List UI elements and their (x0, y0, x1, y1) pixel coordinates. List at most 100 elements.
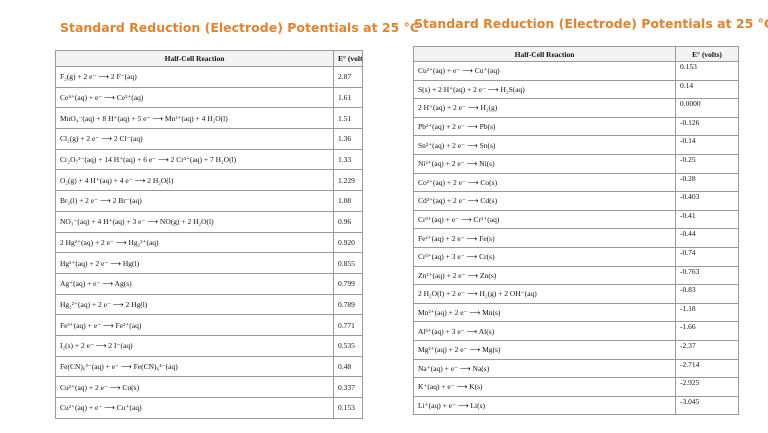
table-row: Ni²⁺(aq) + 2 e⁻ ⟶ Ni(s) -0.25 (413, 153, 739, 174)
potential-cell: 0.535 (333, 334, 363, 357)
reaction-cell: F₂(g) + 2 e⁻ ⟶ 2 F⁻(aq) (55, 66, 334, 88)
potential-cell: 0.920 (333, 231, 363, 254)
right-table: Half-Cell Reaction E° (volts) Cu²⁺(aq) + e… (413, 46, 739, 416)
potential-cell: -0.763 (675, 265, 739, 286)
table-row: Na⁺(aq) + e⁻ ⟶ Na(s) -2.714 (413, 358, 739, 379)
reaction-cell: Cd²⁺(aq) + 2 e⁻ ⟶ Cd(s) (413, 191, 676, 211)
table-row: Hg²⁺(aq) + 2 e⁻ ⟶ Hg(l) 0.855 (55, 252, 363, 274)
reaction-cell: Fe²⁺(aq) + 2 e⁻ ⟶ Fe(s) (413, 228, 676, 248)
table-row: O₂(g) + 4 H⁺(aq) + 4 e⁻ ⟶ 2 H₂O(l) 1.229 (55, 169, 363, 192)
table-row: Mn²⁺(aq) + 2 e⁻ ⟶ Mn(s) -1.18 (413, 302, 739, 323)
table-row: Cu²⁺(aq) + e⁻ ⟶ Cu⁺(aq) 0.153 (55, 397, 363, 419)
potential-cell: -0.28 (675, 172, 739, 193)
table-row: Cr³⁺(aq) + e⁻ ⟶ Cr²⁺(aq) -0.41 (413, 209, 739, 230)
reaction-cell: Al³⁺(aq) + 3 e⁻ ⟶ Al(s) (413, 321, 676, 341)
potential-cell: 0.48 (333, 355, 363, 378)
potential-cell: 0.96 (333, 210, 363, 233)
header-cell: E° (volts) (675, 46, 739, 62)
table-row: 2 Hg²⁺(aq) + 2 e⁻ ⟶ Hg₂²⁺(aq) 0.920 (55, 231, 363, 254)
potential-cell: 0.0000 (675, 98, 739, 118)
header-cell: E° (volts) (333, 50, 363, 67)
table-row: Br₂(l) + 2 e⁻ ⟶ 2 Br⁻(aq) 1.08 (55, 190, 363, 212)
reaction-cell: I₂(s) + 2 e⁻ ⟶ 2 I⁻(aq) (55, 334, 334, 357)
table-row: Cd²⁺(aq) + 2 e⁻ ⟶ Cd(s) -0.403 (413, 191, 739, 211)
table-row: Pb²⁺(aq) + 2 e⁻ ⟶ Pb(s) -0.126 (413, 116, 739, 137)
potential-cell: -2.925 (675, 377, 739, 397)
potential-cell: -0.44 (675, 228, 739, 248)
potential-cell: -0.25 (675, 153, 739, 174)
potential-cell: 2.87 (333, 66, 363, 88)
table-row: Fe²⁺(aq) + 2 e⁻ ⟶ Fe(s) -0.44 (413, 228, 739, 248)
reaction-cell: Cl₂(g) + 2 e⁻ ⟶ 2 Cl⁻(aq) (55, 128, 334, 150)
potential-cell: -0.126 (675, 116, 739, 137)
table-row: Fe³⁺(aq) + e⁻ ⟶ Fe²⁺(aq) 0.771 (55, 314, 363, 336)
table-row: Al³⁺(aq) + 3 e⁻ ⟶ Al(s) -1.66 (413, 321, 739, 341)
potential-cell: 0.855 (333, 252, 363, 274)
table-row: 2 H⁺(aq) + 2 e⁻ ⟶ H₂(g) 0.0000 (413, 98, 739, 118)
table-row: Co²⁺(aq) + 2 e⁻ ⟶ Co(s) -0.28 (413, 172, 739, 193)
table-row: Li⁺(aq) + e⁻ ⟶ Li(s) -3.045 (413, 395, 739, 416)
reaction-cell: Ce⁴⁺(aq) + e⁻ ⟶ Ce³⁺(aq) (55, 86, 334, 109)
potential-cell: 1.33 (333, 148, 363, 171)
table-row: Cr₂O₇²⁻(aq) + 14 H⁺(aq) + 6 e⁻ ⟶ 2 Cr³⁺(… (55, 148, 363, 171)
potential-cell: -0.41 (675, 209, 739, 230)
reaction-cell: Sn²⁺(aq) + 2 e⁻ ⟶ Sn(s) (413, 135, 676, 155)
reaction-cell: 2 Hg²⁺(aq) + 2 e⁻ ⟶ Hg₂²⁺(aq) (55, 231, 334, 254)
reaction-cell: 2 H₂O(l) + 2 e⁻ ⟶ H₂(g) + 2 OH⁻(aq) (413, 284, 676, 304)
table-row: 2 H₂O(l) + 2 e⁻ ⟶ H₂(g) + 2 OH⁻(aq) -0.83 (413, 284, 739, 304)
reaction-cell: Cu²⁺(aq) + 2 e⁻ ⟶ Cu(s) (55, 376, 334, 398)
potential-cell: 1.61 (333, 86, 363, 109)
table-row: Hg₂²⁺(aq) + 2 e⁻ ⟶ 2 Hg(l) 0.789 (55, 293, 363, 316)
table-row: Fe(CN)₆³⁻(aq) + e⁻ ⟶ Fe(CN)₆⁴⁻(aq) 0.48 (55, 355, 363, 378)
reaction-cell: Fe(CN)₆³⁻(aq) + e⁻ ⟶ Fe(CN)₆⁴⁻(aq) (55, 355, 334, 378)
reaction-cell: Li⁺(aq) + e⁻ ⟶ Li(s) (413, 395, 676, 416)
reaction-cell: Cu²⁺(aq) + e⁻ ⟶ Cu⁺(aq) (413, 61, 676, 81)
table-row: NO₃⁻(aq) + 4 H⁺(aq) + 3 e⁻ ⟶ NO(g) + 2 H… (55, 210, 363, 233)
reaction-cell: Ag⁺(aq) + e⁻ ⟶ Ag(s) (55, 272, 334, 295)
reaction-cell: Br₂(l) + 2 e⁻ ⟶ 2 Br⁻(aq) (55, 190, 334, 212)
table-row: I₂(s) + 2 e⁻ ⟶ 2 I⁻(aq) 0.535 (55, 334, 363, 357)
reaction-cell: S(s) + 2 H⁺(aq) + 2 e⁻ ⟶ H₂S(aq) (413, 79, 676, 100)
table-row: Ag⁺(aq) + e⁻ ⟶ Ag(s) 0.799 (55, 272, 363, 295)
reaction-cell: Na⁺(aq) + e⁻ ⟶ Na(s) (413, 358, 676, 379)
potential-cell: -1.66 (675, 321, 739, 341)
reaction-cell: NO₃⁻(aq) + 4 H⁺(aq) + 3 e⁻ ⟶ NO(g) + 2 H… (55, 210, 334, 233)
table-row: Cu²⁺(aq) + e⁻ ⟶ Cu⁺(aq) 0.153 (413, 61, 739, 81)
reaction-cell: O₂(g) + 4 H⁺(aq) + 4 e⁻ ⟶ 2 H₂O(l) (55, 169, 334, 192)
reaction-cell: K⁺(aq) + e⁻ ⟶ K(s) (413, 377, 676, 397)
table-row: Cl₂(g) + 2 e⁻ ⟶ 2 Cl⁻(aq) 1.36 (55, 128, 363, 150)
potential-cell: 1.51 (333, 107, 363, 130)
table-row: S(s) + 2 H⁺(aq) + 2 e⁻ ⟶ H₂S(aq) 0.14 (413, 79, 739, 100)
table-row: Cu²⁺(aq) + 2 e⁻ ⟶ Cu(s) 0.337 (55, 376, 363, 398)
potential-cell: 0.799 (333, 272, 363, 295)
reaction-cell: Pb²⁺(aq) + 2 e⁻ ⟶ Pb(s) (413, 116, 676, 137)
potential-cell: -0.14 (675, 135, 739, 155)
table-row: K⁺(aq) + e⁻ ⟶ K(s) -2.925 (413, 377, 739, 397)
table-row: Sn²⁺(aq) + 2 e⁻ ⟶ Sn(s) -0.14 (413, 135, 739, 155)
potential-cell: -0.74 (675, 246, 739, 267)
right-title: Standard Reduction (Electrode) Potential… (414, 16, 768, 31)
potential-cell: -2.714 (675, 358, 739, 379)
potential-cell: -3.045 (675, 395, 739, 416)
reaction-cell: Co²⁺(aq) + 2 e⁻ ⟶ Co(s) (413, 172, 676, 193)
potential-cell: -1.18 (675, 302, 739, 323)
left-title: Standard Reduction (Electrode) Potential… (60, 20, 420, 35)
reaction-cell: Mn²⁺(aq) + 2 e⁻ ⟶ Mn(s) (413, 302, 676, 323)
potential-cell: 1.36 (333, 128, 363, 150)
table-row: Mg²⁺(aq) + 2 e⁻ ⟶ Mg(s) -2.37 (413, 339, 739, 360)
potential-cell: -0.403 (675, 191, 739, 211)
potential-cell: 0.153 (675, 61, 739, 81)
table-row: F₂(g) + 2 e⁻ ⟶ 2 F⁻(aq) 2.87 (55, 66, 363, 88)
reaction-cell: Cr³⁺(aq) + 3 e⁻ ⟶ Cr(s) (413, 246, 676, 267)
header-cell: Half-Cell Reaction (55, 50, 334, 67)
potential-cell: -0.83 (675, 284, 739, 304)
potential-cell: -2.37 (675, 339, 739, 360)
reaction-cell: Fe³⁺(aq) + e⁻ ⟶ Fe²⁺(aq) (55, 314, 334, 336)
reaction-cell: Cr₂O₇²⁻(aq) + 14 H⁺(aq) + 6 e⁻ ⟶ 2 Cr³⁺(… (55, 148, 334, 171)
header-cell: Half-Cell Reaction (413, 46, 676, 62)
reaction-cell: Mg²⁺(aq) + 2 e⁻ ⟶ Mg(s) (413, 339, 676, 360)
table-row: Cr³⁺(aq) + 3 e⁻ ⟶ Cr(s) -0.74 (413, 246, 739, 267)
